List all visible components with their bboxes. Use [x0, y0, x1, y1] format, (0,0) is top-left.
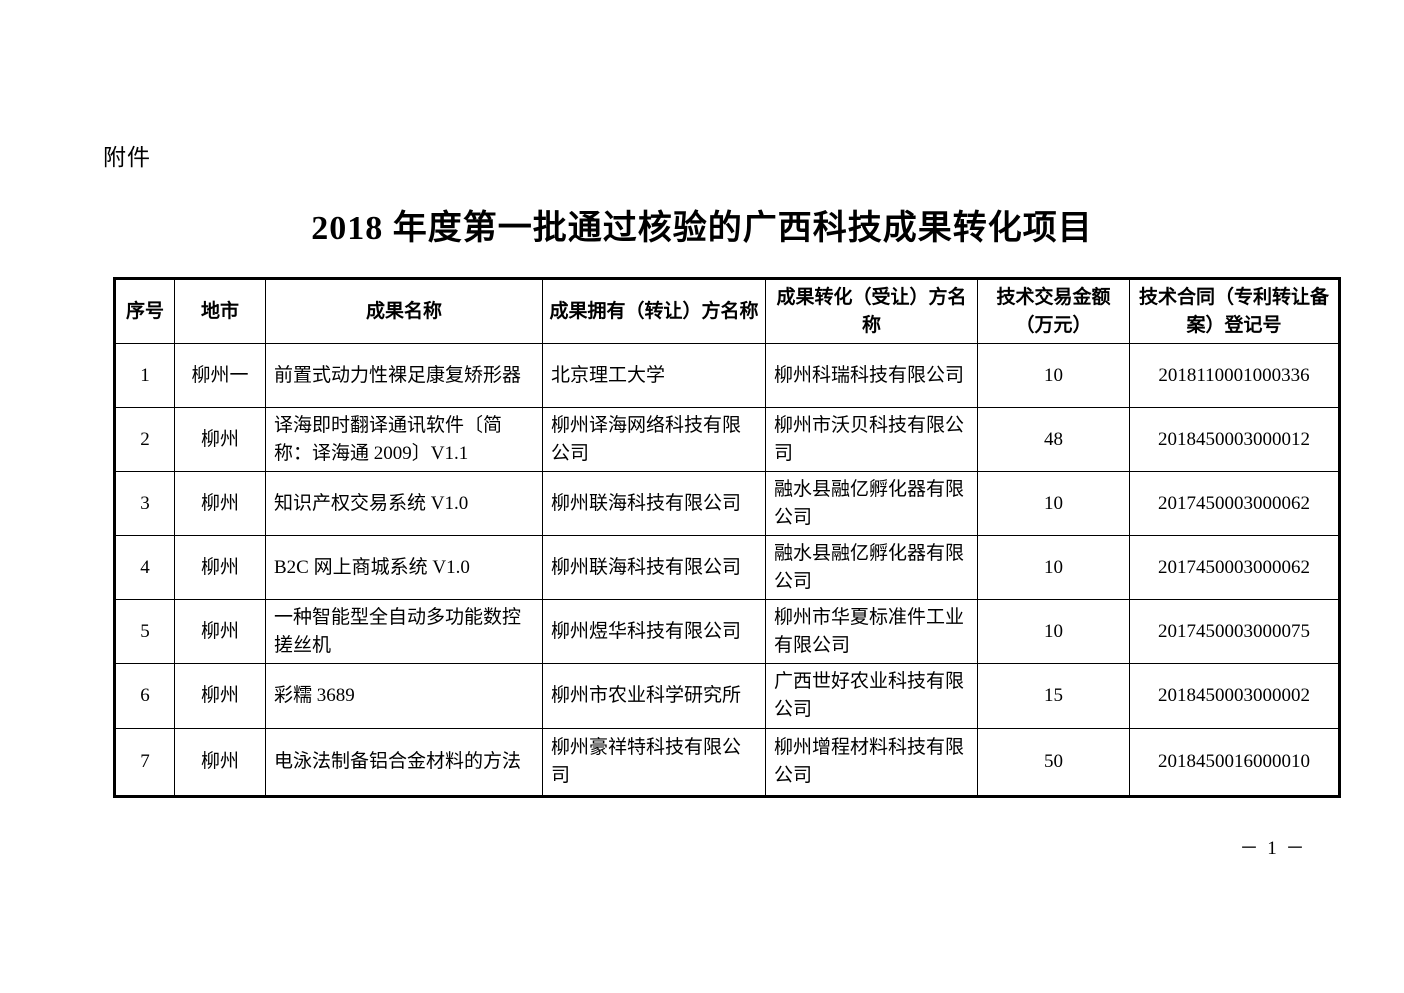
table-cell: 1	[114, 343, 175, 409]
table-row: 6 柳州 彩糯 3689 柳州市农业科学研究所 广西世好农业科技有限公司 15 201845…	[114, 663, 1340, 729]
page-title: 2018 年度第一批通过核验的广西科技成果转化项目	[311, 210, 1093, 247]
column-header: 成果拥有（转让）方名称	[542, 277, 766, 345]
table-cell: 柳州增程材料科技有限公司	[765, 727, 978, 797]
table-cell: 柳州	[174, 535, 266, 601]
table-cell: 柳州市农业科学研究所	[542, 663, 766, 729]
table-row: 2 柳州 译海即时翻译通讯软件〔简称：译海通 2009〕V1.1 柳州译海网络科技有限…	[114, 407, 1340, 473]
table-cell: 柳州豪祥特科技有限公司	[542, 727, 766, 797]
table-cell: 柳州	[174, 407, 266, 473]
results-table: 序号 地市 成果名称 成果拥有（转让）方名称 成果转化（受让）方名称 技术交易金额（万元）…	[113, 277, 1341, 798]
table-cell: 10	[977, 343, 1130, 409]
table-row: 1 柳州一 前置式动力性裸足康复矫形器 北京理工大学 柳州科瑞科技有限公司 10 20181…	[114, 343, 1340, 409]
table-cell: 柳州	[174, 599, 266, 665]
table-cell: 3	[114, 471, 175, 537]
table-cell: 电泳法制备铝合金材料的方法	[265, 727, 543, 797]
table-cell: 译海即时翻译通讯软件〔简称：译海通 2009〕V1.1	[265, 407, 543, 473]
table-cell: 2018450003000002	[1129, 663, 1340, 729]
table-row: 7 柳州 电泳法制备铝合金材料的方法 柳州豪祥特科技有限公司 柳州增程材料科技有限公司 5…	[114, 727, 1340, 797]
table-row: 4 柳州 B2C 网上商城系统 V1.0 柳州联海科技有限公司 融水县融亿孵化器有限公司…	[114, 535, 1340, 601]
table-cell: 柳州	[174, 663, 266, 729]
table-cell: 2018450003000012	[1129, 407, 1340, 473]
table-cell: 柳州市华夏标准件工业有限公司	[765, 599, 978, 665]
table-cell: 柳州	[174, 727, 266, 797]
table-cell: 广西世好农业科技有限公司	[765, 663, 978, 729]
table-cell: 2017450003000075	[1129, 599, 1340, 665]
table-cell: 北京理工大学	[542, 343, 766, 409]
table-cell: 2017450003000062	[1129, 535, 1340, 601]
table-cell: 4	[114, 535, 175, 601]
table-cell: 柳州一	[174, 343, 266, 409]
table-cell: 2	[114, 407, 175, 473]
table-cell: 48	[977, 407, 1130, 473]
table-cell: 融水县融亿孵化器有限公司	[765, 471, 978, 537]
attachment-label: 附件	[103, 145, 151, 170]
table-cell: 柳州市沃贝科技有限公司	[765, 407, 978, 473]
table-cell: 10	[977, 535, 1130, 601]
table-cell: 融水县融亿孵化器有限公司	[765, 535, 978, 601]
column-header: 成果名称	[265, 277, 543, 345]
table-cell: 10	[977, 471, 1130, 537]
table-cell: 前置式动力性裸足康复矫形器	[265, 343, 543, 409]
table-cell: 50	[977, 727, 1130, 797]
table-cell: 5	[114, 599, 175, 665]
column-header: 成果转化（受让）方名称	[765, 277, 978, 345]
column-header: 技术交易金额（万元）	[977, 277, 1130, 345]
table-cell: 7	[114, 727, 175, 797]
page-number: － 1 －	[1239, 838, 1307, 859]
table-cell: 15	[977, 663, 1130, 729]
table-cell: 2017450003000062	[1129, 471, 1340, 537]
table-header: 序号 地市 成果名称 成果拥有（转让）方名称 成果转化（受让）方名称 技术交易金额（万元）…	[114, 277, 1340, 345]
table-header-row: 序号 地市 成果名称 成果拥有（转让）方名称 成果转化（受让）方名称 技术交易金额（万元）…	[114, 277, 1340, 345]
table-cell: 10	[977, 599, 1130, 665]
table-cell: 柳州联海科技有限公司	[542, 471, 766, 537]
table-cell: B2C 网上商城系统 V1.0	[265, 535, 543, 601]
column-header: 技术合同（专利转让备案）登记号	[1129, 277, 1340, 345]
table-cell: 柳州译海网络科技有限公司	[542, 407, 766, 473]
table-cell: 柳州煜华科技有限公司	[542, 599, 766, 665]
table-cell: 一种智能型全自动多功能数控搓丝机	[265, 599, 543, 665]
table-cell: 知识产权交易系统 V1.0	[265, 471, 543, 537]
table-cell: 2018110001000336	[1129, 343, 1340, 409]
table-cell: 彩糯 3689	[265, 663, 543, 729]
table-row: 3 柳州 知识产权交易系统 V1.0 柳州联海科技有限公司 融水县融亿孵化器有限公司 10…	[114, 471, 1340, 537]
table-row: 5 柳州 一种智能型全自动多功能数控搓丝机 柳州煜华科技有限公司 柳州市华夏标准件工业有…	[114, 599, 1340, 665]
table-body: 1 柳州一 前置式动力性裸足康复矫形器 北京理工大学 柳州科瑞科技有限公司 10 20181…	[114, 343, 1340, 797]
column-header: 序号	[114, 277, 175, 345]
table-cell: 柳州	[174, 471, 266, 537]
table-cell: 2018450016000010	[1129, 727, 1340, 797]
column-header: 地市	[174, 277, 266, 345]
table-cell: 柳州科瑞科技有限公司	[765, 343, 978, 409]
table-cell: 6	[114, 663, 175, 729]
table-cell: 柳州联海科技有限公司	[542, 535, 766, 601]
